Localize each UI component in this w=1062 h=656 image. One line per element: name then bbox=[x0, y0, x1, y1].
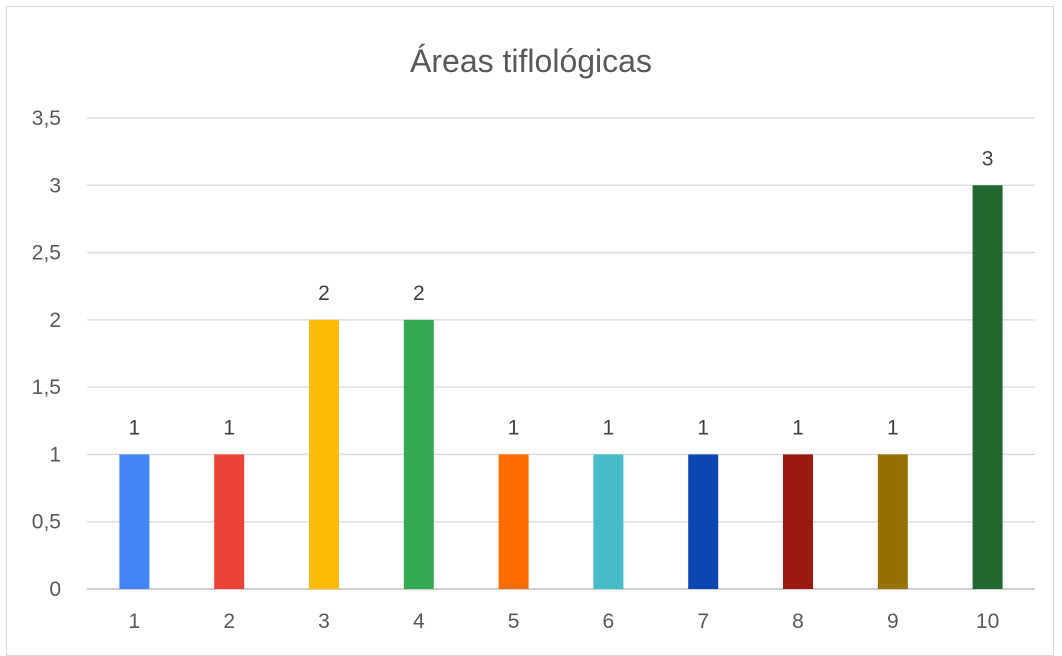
bar-10 bbox=[972, 185, 1003, 590]
y-axis-ticks: 0 0,5 1 1,5 2 2,5 3 3,5 bbox=[32, 107, 61, 601]
data-label: 3 bbox=[982, 147, 994, 170]
data-label: 1 bbox=[223, 416, 235, 439]
bar-4 bbox=[403, 319, 434, 589]
y-tick-label: 2 bbox=[49, 309, 61, 332]
bar-2 bbox=[214, 454, 245, 589]
bar-8 bbox=[783, 454, 813, 589]
y-tick-label: 2,5 bbox=[32, 242, 61, 265]
bar-1 bbox=[119, 454, 150, 589]
data-label: 1 bbox=[887, 416, 899, 439]
y-tick-label: 1 bbox=[49, 443, 61, 466]
bar-6 bbox=[593, 454, 624, 589]
data-label: 1 bbox=[603, 416, 615, 439]
data-label: 2 bbox=[413, 282, 425, 305]
data-label: 1 bbox=[792, 416, 804, 439]
chart-title: Áreas tiflológicas bbox=[410, 43, 652, 79]
x-tick-label: 3 bbox=[318, 610, 330, 633]
bar-5 bbox=[498, 454, 529, 589]
data-label: 1 bbox=[129, 416, 141, 439]
bars bbox=[119, 185, 1003, 590]
x-tick-label: 10 bbox=[976, 610, 999, 633]
y-tick-label: 3 bbox=[49, 174, 61, 197]
x-tick-label: 6 bbox=[603, 610, 615, 633]
data-labels: 1 1 2 2 1 1 1 1 1 3 bbox=[129, 147, 994, 439]
data-label: 1 bbox=[697, 416, 709, 439]
y-tick-label: 1,5 bbox=[32, 376, 61, 399]
x-tick-label: 4 bbox=[413, 610, 425, 633]
bar-9 bbox=[877, 454, 908, 589]
data-label: 1 bbox=[508, 416, 520, 439]
gridlines bbox=[87, 117, 1035, 590]
x-tick-label: 2 bbox=[223, 610, 235, 633]
x-tick-label: 8 bbox=[792, 610, 804, 633]
bar-3 bbox=[309, 319, 339, 589]
y-tick-label: 0,5 bbox=[32, 511, 61, 534]
bar-7 bbox=[688, 454, 719, 589]
x-tick-label: 9 bbox=[887, 610, 899, 633]
y-tick-label: 0 bbox=[49, 578, 61, 601]
x-tick-label: 7 bbox=[697, 610, 709, 633]
y-tick-label: 3,5 bbox=[32, 107, 61, 130]
x-axis-ticks: 1 2 3 4 5 6 7 8 9 10 bbox=[129, 610, 1000, 633]
x-tick-label: 1 bbox=[129, 610, 141, 633]
x-tick-label: 5 bbox=[508, 610, 520, 633]
data-label: 2 bbox=[318, 282, 330, 305]
